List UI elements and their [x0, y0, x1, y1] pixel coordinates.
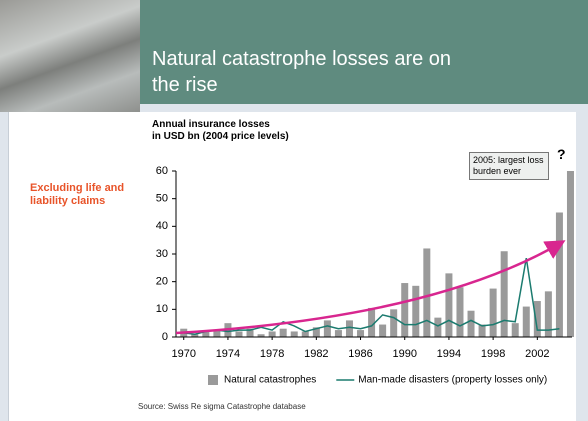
bar [544, 291, 552, 337]
bar [379, 324, 387, 337]
x-tick-label: 1974 [216, 348, 240, 360]
bar [401, 283, 409, 337]
bar [412, 285, 420, 337]
bar [500, 251, 508, 337]
bar [423, 248, 431, 337]
left-column [8, 112, 141, 421]
x-tick-label: 2002 [525, 348, 549, 360]
bar [566, 171, 574, 337]
note: Excluding life and liability claims [30, 182, 125, 207]
bar [511, 323, 519, 337]
annotation-mark: ? [557, 146, 566, 162]
bar [368, 307, 376, 337]
bar [290, 331, 298, 337]
bar [213, 330, 221, 337]
x-tick-label: 1986 [348, 348, 372, 360]
bar [345, 320, 353, 337]
bar [246, 328, 254, 337]
bar [456, 287, 464, 337]
bar [202, 330, 210, 337]
x-tick-label: 1978 [260, 348, 284, 360]
legend-label: Man-made disasters (property losses only… [358, 375, 547, 386]
trend-arrow [175, 240, 566, 335]
chart-title-line: in USD bn (2004 price levels) [152, 131, 289, 142]
bar [533, 301, 541, 337]
bar [555, 212, 563, 337]
x-tick-label: 1990 [392, 348, 416, 360]
x-tick-label: 1994 [437, 348, 461, 360]
y-tick-label: 20 [156, 276, 168, 288]
bar [191, 334, 199, 337]
chart-title: Annual insurance losses in USD bn (2004 … [152, 119, 289, 143]
y-tick-label: 30 [156, 248, 168, 260]
legend-label: Natural catastrophes [224, 375, 316, 386]
bar [522, 306, 530, 337]
slide-title: Natural catastrophe losses are on the ri… [152, 48, 452, 96]
y-tick-label: 40 [156, 220, 168, 232]
x-tick-label: 1998 [481, 348, 505, 360]
source: Source: Swiss Re sigma Catastrophe datab… [138, 402, 306, 411]
bar [301, 331, 309, 337]
y-tick-label: 0 [162, 331, 168, 343]
bar [235, 331, 243, 337]
bar [467, 310, 475, 337]
bar [312, 327, 320, 337]
chart-title-line: Annual insurance losses [152, 119, 270, 130]
header-bar [140, 0, 588, 104]
x-tick-label: 1970 [171, 348, 195, 360]
bar [279, 328, 287, 337]
x-tick-label: 1982 [304, 348, 328, 360]
bar [390, 309, 398, 337]
bar [357, 330, 365, 337]
bar [334, 330, 342, 337]
y-tick-label: 50 [156, 193, 168, 205]
bar [268, 331, 276, 337]
bar [489, 288, 497, 337]
y-tick-label: 10 [156, 303, 168, 315]
line [183, 257, 560, 335]
bar [434, 317, 442, 337]
bar [478, 324, 486, 337]
bar [323, 320, 331, 337]
y-tick-label: 60 [156, 165, 168, 177]
bar [445, 273, 453, 337]
legend-swatch [208, 375, 218, 385]
annotation: 2005: largest loss burden ever [469, 152, 549, 180]
header-image [0, 0, 140, 112]
bar [257, 334, 265, 337]
